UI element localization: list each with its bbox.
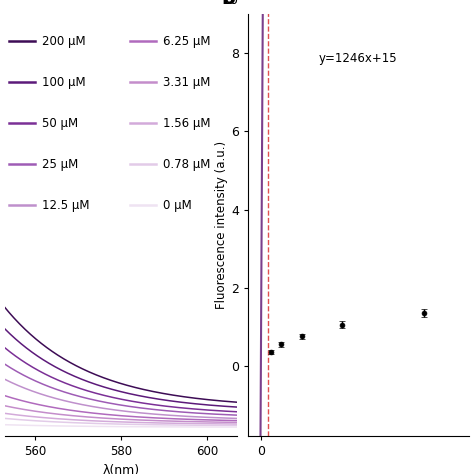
Text: 3.31 μM: 3.31 μM bbox=[163, 76, 210, 89]
Text: $10^4$: $10^4$ bbox=[222, 0, 245, 8]
Y-axis label: Fluorescence intensity (a.u.): Fluorescence intensity (a.u.) bbox=[215, 141, 228, 309]
Text: 12.5 μM: 12.5 μM bbox=[42, 199, 90, 211]
Text: 25 μM: 25 μM bbox=[42, 158, 78, 171]
Text: y=1246x+15: y=1246x+15 bbox=[319, 52, 398, 65]
Text: 200 μM: 200 μM bbox=[42, 35, 85, 48]
Text: 50 μM: 50 μM bbox=[42, 117, 78, 130]
Text: 100 μM: 100 μM bbox=[42, 76, 85, 89]
Text: 6.25 μM: 6.25 μM bbox=[163, 35, 210, 48]
Text: 1.56 μM: 1.56 μM bbox=[163, 117, 210, 130]
Text: 0.78 μM: 0.78 μM bbox=[163, 158, 210, 171]
Text: b: b bbox=[222, 0, 236, 8]
X-axis label: λ(nm): λ(nm) bbox=[102, 464, 139, 474]
Text: 0 μM: 0 μM bbox=[163, 199, 191, 211]
